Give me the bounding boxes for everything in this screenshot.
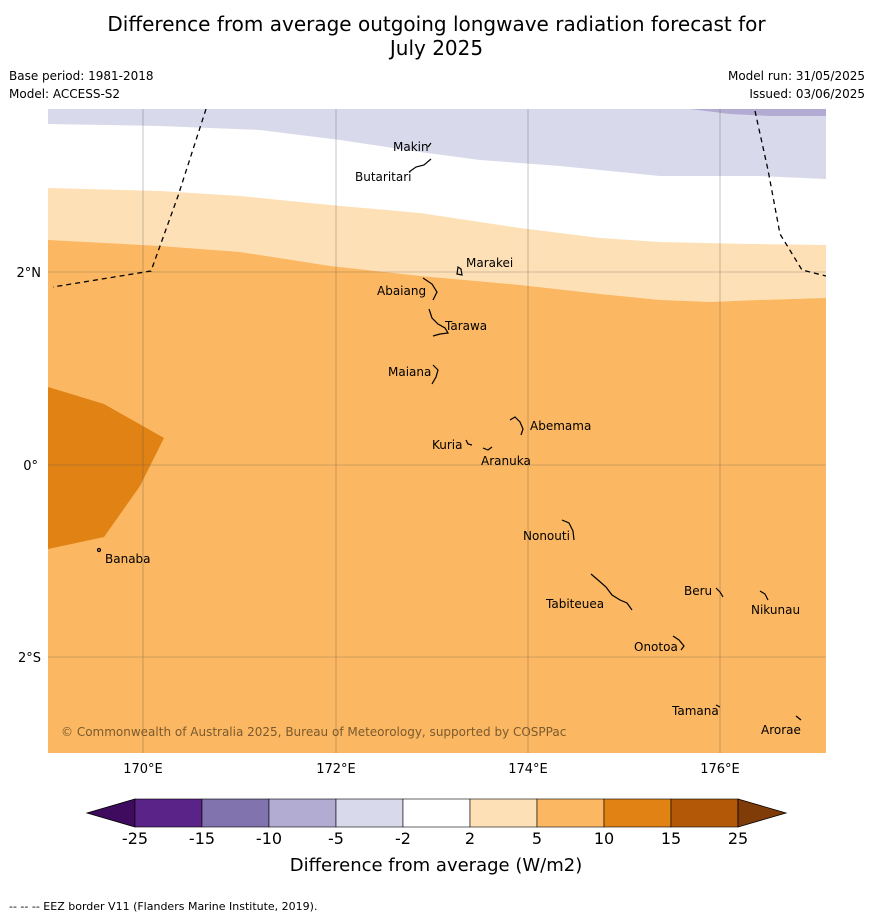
map-area: Makin Butaritari Marakei Abaiang Tarawa … xyxy=(48,109,826,753)
place-labels: Makin Butaritari Marakei Abaiang Tarawa … xyxy=(105,140,801,737)
label-arorae: Arorae xyxy=(761,723,801,737)
lon-label-170e: 170°E xyxy=(123,762,163,777)
label-tabiteuea: Tabiteuea xyxy=(545,597,604,611)
label-butaritari: Butaritari xyxy=(355,170,412,184)
island-aranuka xyxy=(482,446,493,451)
label-abemama: Abemama xyxy=(530,419,591,433)
eez-note: -- -- -- EEZ border V11 (Flanders Marine… xyxy=(9,900,318,913)
lat-label-0: 0° xyxy=(23,459,38,474)
colorbar-segment xyxy=(134,798,203,828)
copyright-credit: © Commonwealth of Australia 2025, Bureau… xyxy=(61,725,566,739)
band-minus-5-minus-2 xyxy=(48,109,826,179)
island-abemama xyxy=(509,416,524,436)
lon-label-174e: 174°E xyxy=(508,762,548,777)
lat-label-2n: 2°N xyxy=(17,266,42,281)
lat-axis-labels: 2°N 0° 2°S xyxy=(17,266,42,666)
label-nikunau: Nikunau xyxy=(751,603,800,617)
island-abaiang xyxy=(422,277,438,301)
colorbar-tick-label: -10 xyxy=(256,829,282,848)
island-marakei xyxy=(456,265,463,276)
label-banaba: Banaba xyxy=(105,552,151,566)
colorbar: -25 -15 -10 -5 -2 2 5 10 15 25 xyxy=(85,798,788,848)
label-marakei: Marakei xyxy=(466,256,513,270)
issued-date: Issued: 03/06/2025 xyxy=(749,87,865,101)
island-makin xyxy=(427,142,432,148)
colorbar-segment xyxy=(536,798,605,828)
title-line-1: Difference from average outgoing longwav… xyxy=(107,12,766,36)
meta-left: Base period: 1981-2018 Model: ACCESS-S2 xyxy=(9,67,154,103)
title-line-2: July 2025 xyxy=(389,36,484,60)
lon-axis-labels: 170°E 172°E 174°E 176°E xyxy=(123,762,740,777)
gridlines xyxy=(48,109,826,753)
island-kuria xyxy=(465,439,473,446)
colorbar-tick-label: -15 xyxy=(189,829,215,848)
lat-label-2s: 2°S xyxy=(18,651,41,666)
colorbar-segment xyxy=(469,798,538,828)
label-beru: Beru xyxy=(684,584,712,598)
island-nonouti xyxy=(561,519,575,541)
label-abaiang: Abaiang xyxy=(377,284,426,298)
colorbar-tick-label: 25 xyxy=(728,829,748,848)
label-onotoa: Onotoa xyxy=(634,640,678,654)
chart-title: Difference from average outgoing longwav… xyxy=(0,12,873,60)
band-minus-10-minus-5 xyxy=(690,109,826,116)
label-maiana: Maiana xyxy=(388,365,431,379)
eez-border xyxy=(52,109,826,288)
map-figure: Makin Butaritari Marakei Abaiang Tarawa … xyxy=(17,109,826,876)
label-nonouti: Nonouti xyxy=(523,529,570,543)
colorbar-tick-label: -2 xyxy=(395,829,411,848)
colorbar-tick-label: 10 xyxy=(594,829,614,848)
colorbar-title: Difference from average (W/m2) xyxy=(290,855,582,876)
colorbar-tick-label: 5 xyxy=(532,829,542,848)
island-tarawa xyxy=(428,308,449,337)
label-makin: Makin xyxy=(393,140,429,154)
island-maiana xyxy=(431,364,439,385)
model-run: Model run: 31/05/2025 xyxy=(727,69,865,83)
island-butaritari xyxy=(408,158,432,173)
colorbar-segment xyxy=(268,798,337,828)
island-tabiteuea xyxy=(590,573,633,611)
base-period: Base period: 1981-2018 xyxy=(9,69,154,83)
meta-right: Model run: 31/05/2025 Issued: 03/06/2025 xyxy=(728,67,865,103)
lon-label-176e: 176°E xyxy=(700,762,740,777)
model-name: Model: ACCESS-S2 xyxy=(9,87,121,101)
label-tarawa: Tarawa xyxy=(444,319,487,333)
island-beru xyxy=(715,587,724,598)
band-10-15 xyxy=(48,387,164,549)
colorbar-segment xyxy=(201,798,270,828)
island-tamana xyxy=(715,704,721,708)
island-nikunau xyxy=(759,590,769,601)
colorbar-tick-label: 15 xyxy=(661,829,681,848)
colorbar-segment xyxy=(603,798,672,828)
colorbar-segment xyxy=(670,798,739,828)
label-kuria: Kuria xyxy=(432,438,463,452)
colorbar-tick-label: 2 xyxy=(465,829,475,848)
island-banaba xyxy=(96,547,102,553)
island-onotoa xyxy=(672,635,685,651)
lon-label-172e: 172°E xyxy=(316,762,356,777)
colorbar-tick-label: -5 xyxy=(328,829,344,848)
colorbar-extend-low xyxy=(85,798,136,828)
colorbar-segment xyxy=(335,798,404,828)
colorbar-tick-label: -25 xyxy=(122,829,148,848)
islands xyxy=(96,142,802,721)
colorbar-extend-high xyxy=(737,798,788,828)
island-arorae xyxy=(795,715,802,721)
label-aranuka: Aranuka xyxy=(481,454,531,468)
label-tamana: Tamana xyxy=(671,704,719,718)
colorbar-segment xyxy=(402,798,471,828)
